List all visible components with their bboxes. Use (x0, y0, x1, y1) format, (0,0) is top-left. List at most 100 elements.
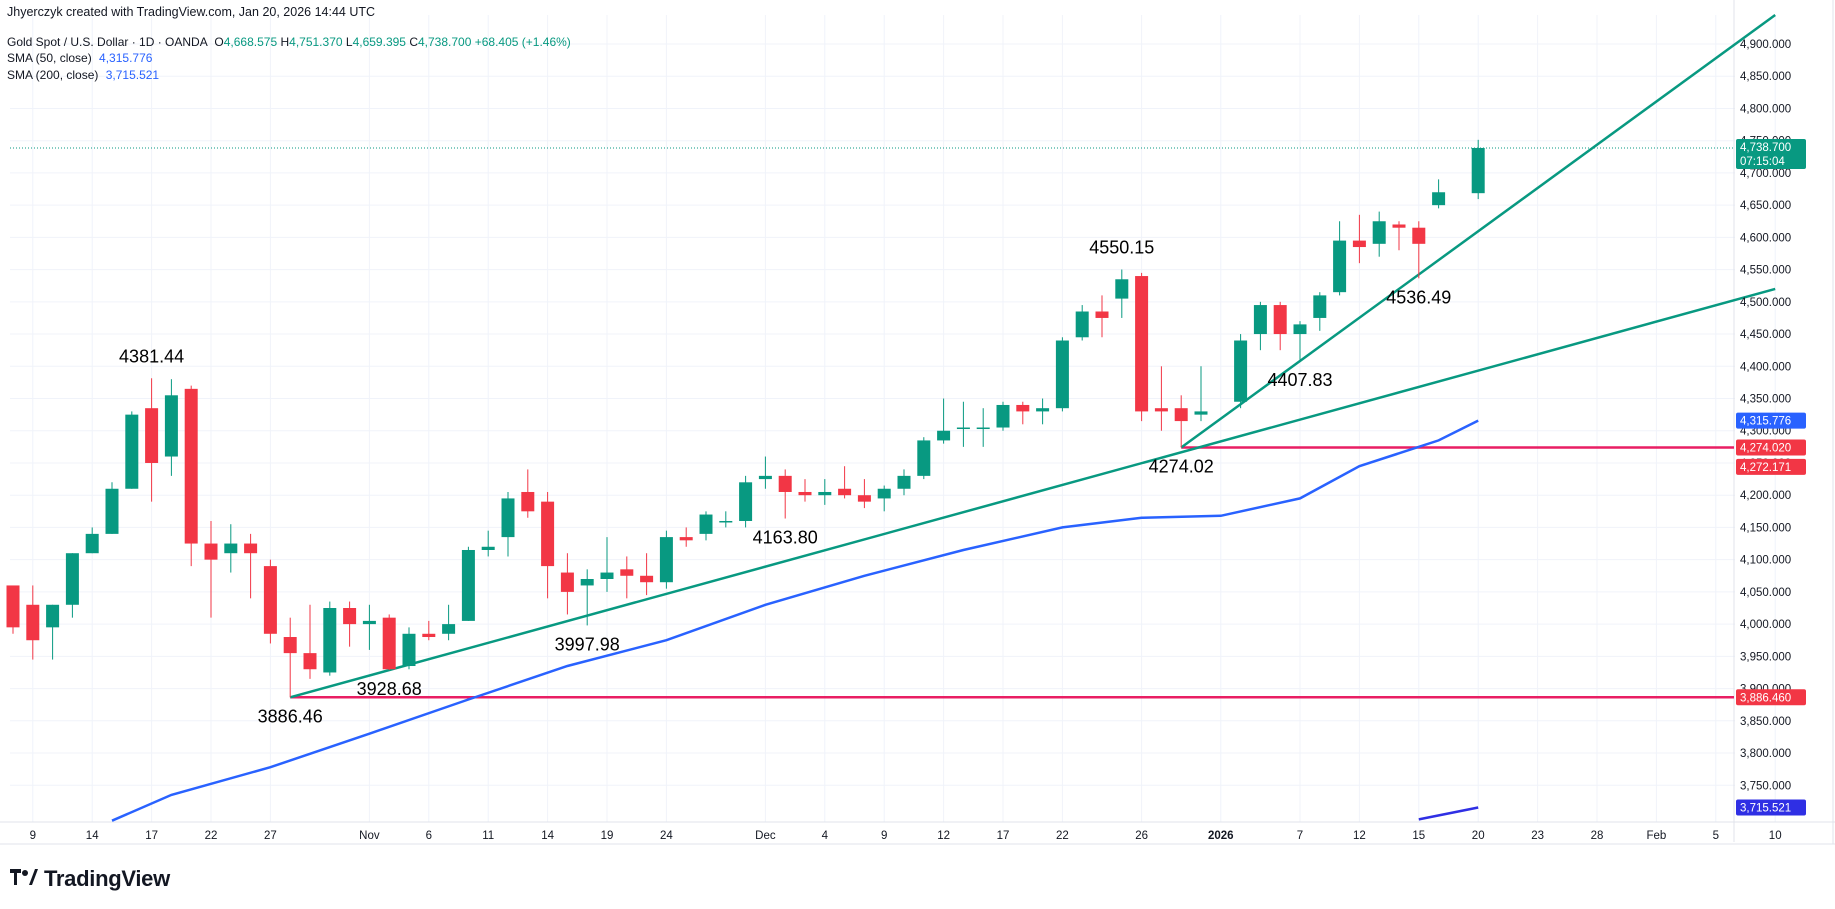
candle-body[interactable] (145, 408, 159, 463)
candle-body[interactable] (679, 537, 693, 541)
candle-body[interactable] (620, 569, 634, 576)
close-value: 4,738.700 (417, 35, 472, 49)
sma50-legend[interactable]: SMA (50, close) 4,315.776 (7, 51, 152, 65)
x-tick-label: 2026 (1208, 830, 1234, 842)
sma200-line[interactable] (1418, 806, 1479, 821)
candle-body[interactable] (1253, 305, 1267, 335)
x-tick-label: Dec (755, 830, 776, 842)
candle-body[interactable] (501, 498, 515, 538)
candle-body[interactable] (917, 440, 931, 476)
candle-body[interactable] (1313, 295, 1327, 318)
candle-body[interactable] (1333, 240, 1347, 293)
candle-body[interactable] (422, 633, 436, 638)
candle-body[interactable] (739, 482, 753, 521)
sma200-legend[interactable]: SMA (200, close) 3,715.521 (7, 68, 159, 82)
tradingview-logo[interactable]: TradingView (10, 866, 170, 892)
candle-body[interactable] (263, 566, 277, 634)
ohlc-row: Gold Spot / U.S. Dollar · 1D · OANDA O4,… (7, 35, 571, 49)
candle-body[interactable] (105, 488, 119, 534)
candle-body[interactable] (1095, 311, 1109, 318)
candle-body[interactable] (521, 491, 535, 512)
candle-body[interactable] (640, 575, 654, 583)
candle-body[interactable] (659, 537, 673, 583)
candle-body[interactable] (838, 488, 852, 496)
candle-body[interactable] (65, 553, 79, 605)
candle-body[interactable] (560, 572, 574, 592)
candle-body[interactable] (442, 624, 456, 634)
candle-body[interactable] (719, 520, 733, 523)
x-tick-label: 9 (30, 830, 36, 842)
candle-body[interactable] (758, 475, 772, 480)
candle-body[interactable] (857, 495, 871, 502)
candle-body[interactable] (1115, 279, 1129, 299)
candle-body[interactable] (481, 546, 495, 550)
candle-body[interactable] (362, 620, 376, 625)
x-tick-label: 22 (1056, 830, 1069, 842)
candle-body[interactable] (402, 633, 416, 667)
y-tick-label: 4,800.000 (1740, 103, 1791, 115)
candle-body[interactable] (204, 543, 218, 560)
y-tick-label: 4,700.000 (1740, 168, 1791, 180)
price-badge-text: 3,886.460 (1740, 692, 1791, 704)
candle-body[interactable] (283, 637, 297, 654)
candle-body[interactable] (877, 488, 891, 499)
candle-body[interactable] (461, 549, 475, 621)
candle-body[interactable] (1352, 240, 1366, 248)
x-tick-label: 14 (86, 830, 99, 842)
candle-body[interactable] (6, 585, 20, 628)
candle-body[interactable] (897, 475, 911, 489)
candle-body[interactable] (1293, 324, 1307, 335)
candle-body[interactable] (184, 388, 198, 544)
candle-body[interactable] (798, 491, 812, 496)
candle-body[interactable] (1194, 411, 1208, 415)
candle-body[interactable] (1154, 408, 1168, 412)
candle-body[interactable] (699, 514, 713, 534)
candle-body[interactable] (1273, 305, 1287, 335)
candle-body[interactable] (580, 578, 594, 586)
candle-body[interactable] (323, 608, 337, 673)
candle-body[interactable] (46, 604, 60, 628)
candle-body[interactable] (1234, 340, 1248, 402)
trend-line[interactable] (289, 287, 1776, 699)
candle-body[interactable] (1372, 221, 1386, 244)
candle-body[interactable] (1412, 227, 1426, 244)
x-tick-label: 26 (1135, 830, 1148, 842)
candle-body[interactable] (343, 608, 357, 625)
candle-body[interactable] (303, 653, 317, 670)
candle-body[interactable] (778, 475, 792, 492)
candle-body[interactable] (976, 427, 990, 430)
candle-body[interactable] (1016, 404, 1030, 412)
candle-body[interactable] (1075, 311, 1089, 338)
candle-body[interactable] (937, 430, 951, 441)
candle-body[interactable] (1036, 408, 1050, 412)
candle-body[interactable] (1392, 224, 1406, 228)
candle-body[interactable] (600, 572, 614, 579)
x-tick-label: 20 (1472, 830, 1485, 842)
candle-body[interactable] (818, 491, 832, 496)
candle-body[interactable] (956, 427, 970, 430)
sma50-line[interactable] (111, 419, 1479, 822)
price-badge-text: 4,738.700 (1740, 142, 1791, 154)
candle-body[interactable] (224, 543, 238, 554)
candle-body[interactable] (1135, 276, 1149, 412)
price-annotation: 3886.46 (258, 706, 323, 726)
candle-body[interactable] (1174, 408, 1188, 422)
price-badge (1736, 138, 1806, 169)
candle-body[interactable] (996, 404, 1010, 428)
candle-body[interactable] (1471, 147, 1485, 194)
candle-body[interactable] (244, 543, 258, 554)
y-tick-label: 4,100.000 (1740, 555, 1791, 567)
candle-body[interactable] (382, 617, 396, 670)
candle-body[interactable] (164, 395, 178, 457)
candle-body[interactable] (85, 533, 99, 554)
symbol-label[interactable]: Gold Spot / U.S. Dollar · 1D · OANDA (7, 35, 208, 49)
candle-body[interactable] (125, 414, 139, 489)
candle-body[interactable] (26, 604, 40, 641)
price-badge-text: 4,315.776 (1740, 416, 1791, 428)
trend-line[interactable] (1180, 13, 1776, 449)
candle-body[interactable] (541, 501, 555, 567)
candle-body[interactable] (1432, 192, 1446, 206)
x-tick-label: 22 (205, 830, 218, 842)
candle-body[interactable] (1055, 340, 1069, 409)
